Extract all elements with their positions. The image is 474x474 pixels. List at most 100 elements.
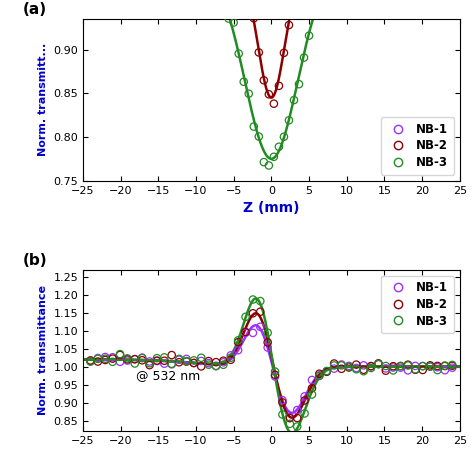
Point: [310, 5, 318, 13]
Point: [255, 49, 263, 56]
Point: [87, 356, 94, 364]
Point: [330, 360, 338, 367]
Point: [182, 355, 190, 363]
Text: (a): (a): [23, 2, 47, 18]
Point: [330, 365, 338, 373]
Point: [138, 356, 146, 364]
Point: [397, 362, 404, 370]
Point: [426, 363, 434, 370]
Point: [264, 344, 272, 351]
Point: [109, 358, 117, 365]
Point: [138, 354, 146, 361]
Point: [182, 358, 190, 365]
Point: [260, 158, 268, 166]
Point: [426, 363, 434, 371]
Point: [323, 367, 330, 375]
Point: [219, 358, 227, 366]
Point: [212, 358, 220, 366]
Point: [367, 364, 375, 372]
Point: [242, 313, 249, 320]
Point: [205, 357, 212, 365]
Point: [300, 54, 308, 62]
Point: [265, 91, 273, 98]
Point: [124, 355, 131, 362]
Point: [205, 359, 212, 367]
Point: [249, 296, 257, 303]
Point: [411, 362, 419, 370]
Legend: NB-1, NB-2, NB-3: NB-1, NB-2, NB-3: [381, 275, 454, 333]
Point: [146, 361, 154, 369]
Point: [301, 410, 309, 417]
Point: [131, 360, 138, 367]
Point: [245, 0, 253, 2]
Point: [94, 355, 101, 363]
Point: [175, 356, 183, 364]
Point: [367, 362, 375, 370]
Point: [441, 362, 449, 370]
Point: [419, 363, 427, 370]
Point: [353, 364, 360, 372]
Point: [374, 360, 382, 368]
Point: [426, 362, 434, 369]
Point: [168, 351, 175, 359]
Point: [220, 0, 228, 6]
Point: [240, 78, 247, 86]
Point: [153, 357, 161, 365]
Point: [441, 362, 449, 369]
Point: [434, 366, 441, 374]
Point: [286, 414, 293, 422]
Point: [219, 357, 227, 365]
Point: [242, 328, 249, 336]
Point: [131, 356, 138, 363]
Point: [271, 373, 279, 380]
Point: [374, 360, 382, 368]
Point: [419, 362, 427, 370]
Point: [286, 420, 293, 428]
Point: [345, 363, 353, 371]
Text: (b): (b): [23, 253, 47, 268]
Point: [94, 354, 101, 362]
Point: [168, 360, 175, 367]
Point: [131, 356, 138, 363]
Point: [308, 391, 316, 398]
X-axis label: Z (mm): Z (mm): [243, 201, 300, 215]
Point: [389, 364, 397, 371]
Point: [124, 357, 131, 365]
Point: [264, 329, 272, 337]
Point: [374, 360, 382, 367]
Point: [109, 355, 117, 363]
Point: [360, 362, 367, 369]
Point: [168, 361, 175, 368]
Point: [434, 362, 441, 370]
Point: [255, 133, 263, 140]
Point: [275, 143, 283, 151]
Point: [353, 365, 360, 373]
Point: [250, 123, 257, 130]
Point: [87, 357, 94, 365]
Point: [190, 359, 198, 367]
Point: [316, 372, 323, 379]
Point: [161, 360, 168, 367]
Point: [308, 384, 316, 392]
Point: [275, 82, 283, 90]
Point: [212, 362, 220, 370]
Point: [389, 363, 397, 370]
Point: [323, 368, 330, 375]
Point: [320, 0, 328, 2]
Point: [337, 361, 345, 368]
Point: [271, 371, 279, 379]
Point: [256, 297, 264, 305]
Point: [245, 90, 253, 98]
Text: @ 532 nm: @ 532 nm: [136, 369, 200, 382]
Point: [190, 356, 198, 364]
Point: [205, 361, 212, 368]
Point: [345, 362, 353, 370]
Point: [279, 399, 286, 406]
Point: [323, 367, 330, 375]
Point: [234, 337, 242, 344]
Point: [116, 351, 124, 359]
Point: [175, 355, 183, 363]
Point: [404, 362, 412, 369]
Point: [175, 358, 183, 366]
Point: [293, 423, 301, 430]
